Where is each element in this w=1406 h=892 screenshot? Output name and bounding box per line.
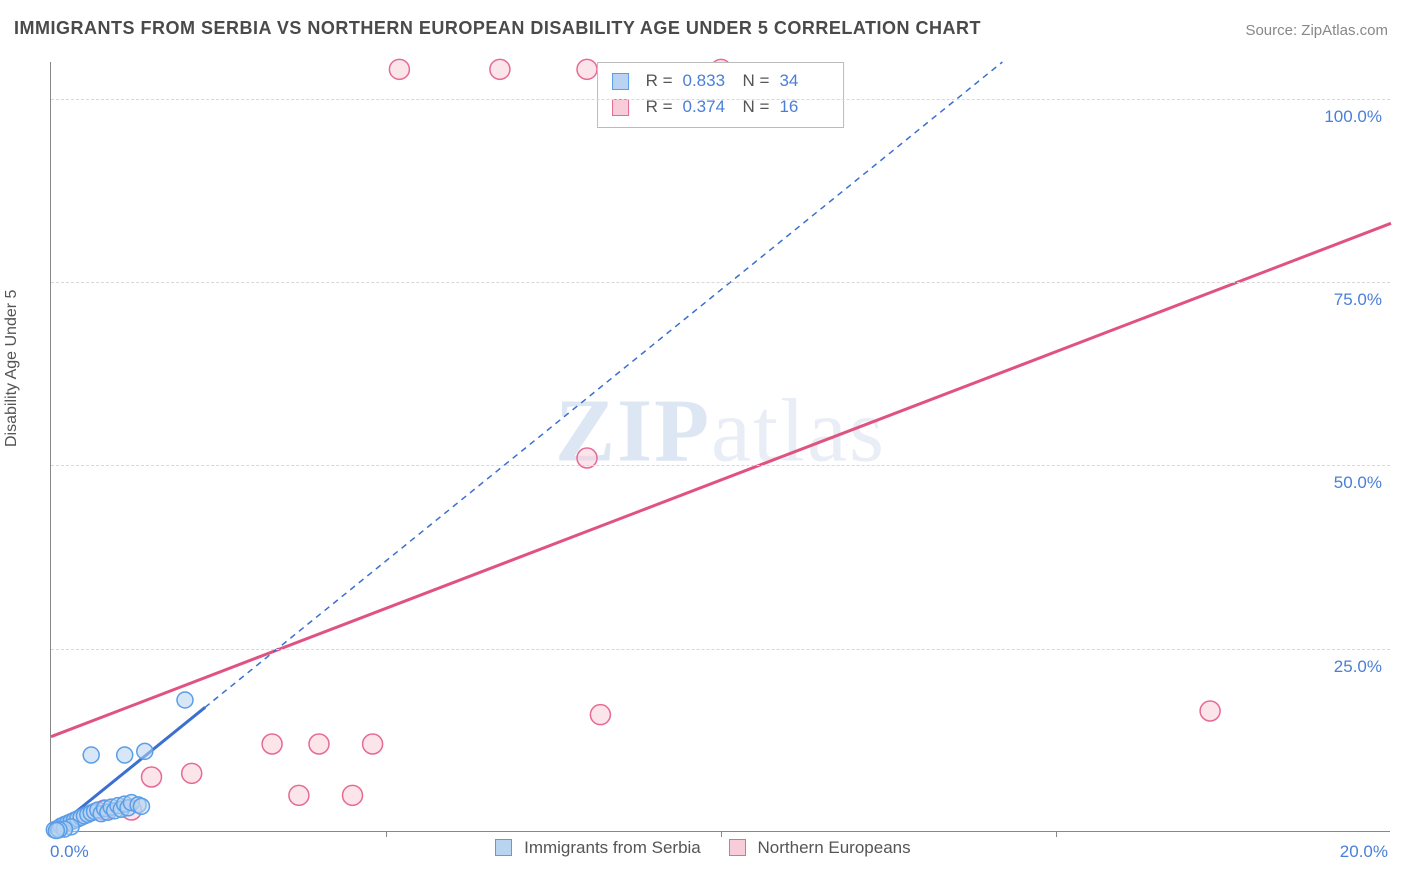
y-tick-label: 100.0% [1324,107,1382,127]
legend-item-series2: Northern Europeans [729,838,911,858]
data-point [48,823,64,839]
plot-area: ZIPatlas R = 0.833 N = 34 R = 0.374 N = … [50,62,1390,832]
data-point [182,763,202,783]
x-tick-mark [1056,831,1057,837]
data-point [117,747,133,763]
legend-item-series1: Immigrants from Serbia [495,838,700,858]
data-point [1200,701,1220,721]
data-point [389,59,409,79]
chart-title: IMMIGRANTS FROM SERBIA VS NORTHERN EUROP… [14,18,981,39]
chart-svg [51,62,1390,831]
legend-label-series2: Northern Europeans [758,838,911,857]
y-axis-title: Disability Age Under 5 [3,290,21,447]
n-label: N = [743,68,770,94]
data-point [343,785,363,805]
data-point [177,692,193,708]
gridline-h [51,649,1390,650]
r-value-series1: 0.833 [683,68,733,94]
y-tick-label: 25.0% [1334,657,1382,677]
x-tick-mark [386,831,387,837]
r-label: R = [646,68,673,94]
gridline-h [51,282,1390,283]
stats-box: R = 0.833 N = 34 R = 0.374 N = 16 [597,62,845,128]
legend-label-series1: Immigrants from Serbia [524,838,701,857]
data-point [142,767,162,787]
n-value-series1: 34 [779,68,829,94]
y-tick-label: 75.0% [1334,290,1382,310]
data-point [490,59,510,79]
data-point [590,705,610,725]
legend-swatch-series1 [495,839,512,856]
data-point [133,798,149,814]
source-label: Source: ZipAtlas.com [1245,22,1388,39]
data-point [309,734,329,754]
data-point [289,785,309,805]
data-point [363,734,383,754]
swatch-series1 [612,73,629,90]
data-point [137,743,153,759]
swatch-series2 [612,99,629,116]
legend-swatch-series2 [729,839,746,856]
stats-row-series1: R = 0.833 N = 34 [612,68,830,94]
x-tick-mark [721,831,722,837]
y-tick-label: 50.0% [1334,473,1382,493]
data-point [262,734,282,754]
gridline-h [51,99,1390,100]
data-point [83,747,99,763]
legend: Immigrants from Serbia Northern European… [0,838,1406,858]
trend-line [51,223,1391,736]
gridline-h [51,465,1390,466]
data-point [577,59,597,79]
